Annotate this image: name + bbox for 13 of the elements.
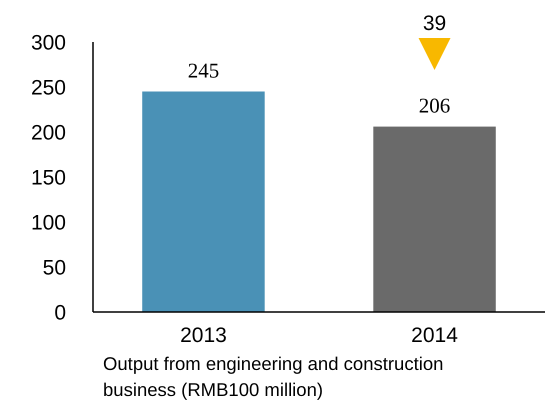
x-axis-title: Output from engineering and construction business (RMB100 million) <box>103 353 444 400</box>
y-tick-label: 0 <box>54 301 66 324</box>
y-tick-label: 250 <box>30 76 66 100</box>
y-tick-label: 50 <box>42 256 66 280</box>
y-tick-label: 200 <box>30 121 66 144</box>
y-tick-label: 300 <box>30 31 66 54</box>
y-tick-label: 150 <box>30 166 66 190</box>
data-label: 245 <box>188 58 220 82</box>
text: 39 <box>422 12 446 35</box>
x-tick-label: 2014 <box>411 324 458 347</box>
x-tick-label: 2013 <box>180 324 227 347</box>
data-label: 206 <box>418 94 450 118</box>
y-tick-label: 100 <box>30 211 66 234</box>
